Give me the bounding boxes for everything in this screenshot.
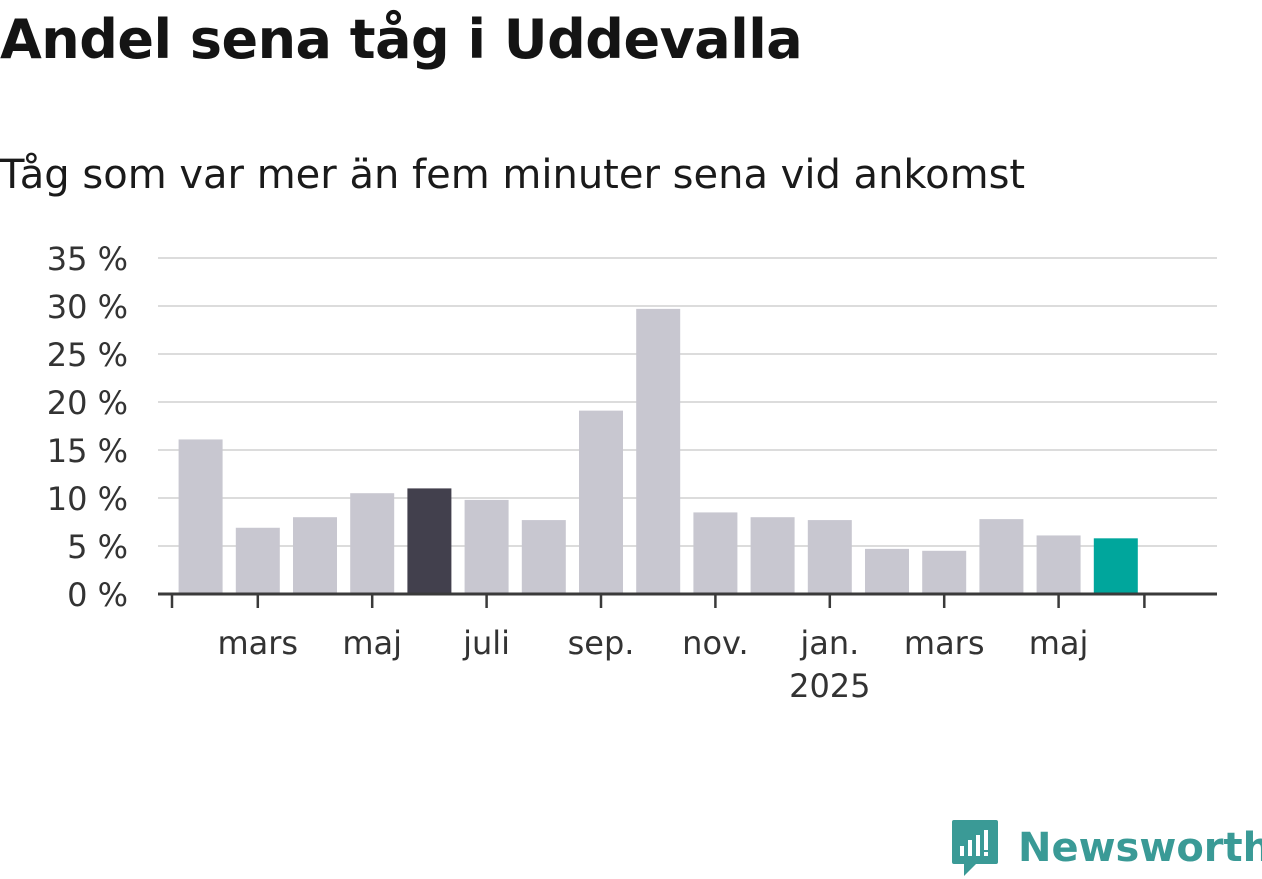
y-tick-label: 25 % [47, 336, 128, 374]
x-tick-label: jan. [799, 624, 859, 662]
chart-subtitle: Tåg som var mer än fem minuter sena vid … [0, 152, 1026, 198]
bar-2024-05 [350, 493, 395, 594]
bar-2025-05 [1036, 535, 1081, 594]
y-tick-label: 5 % [67, 528, 128, 566]
x-axis [158, 592, 1217, 608]
bar-2024-11 [693, 512, 738, 594]
bar-2025-02 [865, 548, 909, 594]
gridlines [158, 257, 1217, 547]
y-tick-label: 30 % [47, 288, 128, 326]
bar-2025-03 [922, 550, 967, 594]
bar-2024-07 [464, 499, 509, 594]
x-tick-label: nov. [682, 624, 748, 662]
y-tick-label: 35 % [47, 240, 128, 278]
x-tick-label: mars [904, 624, 985, 662]
bar-2024-04 [293, 517, 337, 594]
brand-name: Newsworthy [1018, 825, 1262, 871]
bar-2025-04 [979, 519, 1024, 594]
bar-2024-02 [178, 439, 223, 594]
x-tick-label: maj [1029, 624, 1089, 662]
y-tick-label: 0 % [67, 576, 128, 614]
axis-labels: 0 % 5 % 10 % 15 % 20 % 25 % 30 % 35 % mars maj jul… [47, 240, 1089, 705]
x-tick-label: maj [342, 624, 402, 662]
bar-2025-01 [807, 520, 852, 594]
y-tick-label: 20 % [47, 384, 128, 422]
bar-2024-03 [235, 527, 280, 594]
bar-2024-09 [579, 410, 623, 594]
x-tick-label: sep. [568, 624, 635, 662]
newsworthy-logo: Newsworthy [950, 818, 1262, 878]
x-tick-label: juli [462, 624, 510, 662]
bar-2024-10 [636, 308, 681, 594]
y-tick-label: 15 % [47, 432, 128, 470]
y-tick-label: 10 % [47, 480, 128, 518]
x-tick-label: mars [217, 624, 298, 662]
x-tick-sublabel: 2025 [789, 667, 870, 705]
bar-2024-06 [407, 488, 452, 594]
chart-title: Andel sena tåg i Uddevalla [0, 8, 803, 71]
bar-2024-08 [521, 520, 566, 594]
bar-2025-06 [1093, 538, 1138, 594]
bars [178, 308, 1138, 594]
bar-2024-12 [750, 517, 795, 594]
newsworthy-logo-icon [952, 820, 998, 876]
